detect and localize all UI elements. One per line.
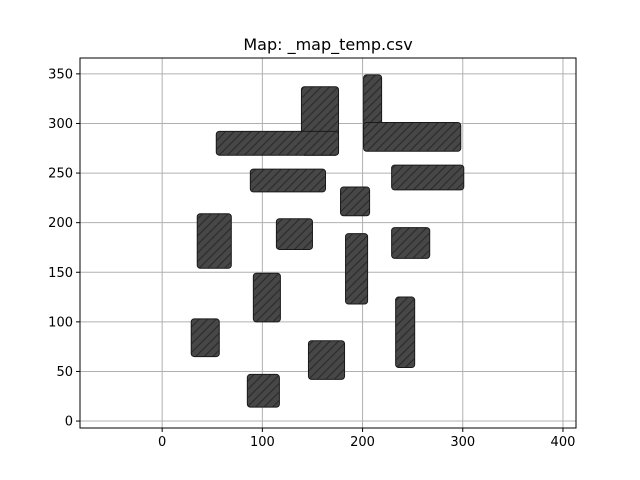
obstacle-block <box>215 130 340 156</box>
x-tick-label: 400 <box>551 435 576 450</box>
obstacles <box>190 74 465 408</box>
y-tick-label: 0 <box>65 415 73 430</box>
obstacle-block <box>275 218 313 250</box>
obstacle-block <box>363 121 462 152</box>
obstacle-block <box>246 373 280 408</box>
y-tick-label: 200 <box>48 216 73 231</box>
y-tick-label: 300 <box>48 117 73 132</box>
obstacle-block <box>190 318 220 358</box>
y-tick-label: 50 <box>56 365 73 380</box>
obstacle-block <box>391 227 431 259</box>
chart-title: Map: _map_temp.csv <box>243 35 412 55</box>
obstacle-block <box>307 340 346 380</box>
y-tick-label: 250 <box>48 167 73 182</box>
obstacle-block <box>252 272 281 323</box>
axes-frame <box>79 57 577 429</box>
obstacle-block <box>345 233 369 305</box>
obstacle-block <box>196 213 232 269</box>
x-tick-label: 300 <box>450 435 475 450</box>
x-tick-label: 100 <box>250 435 275 450</box>
y-tick-label: 100 <box>48 315 73 330</box>
obstacle-block <box>340 186 371 217</box>
obstacle-block <box>391 164 465 191</box>
x-tick-label: 0 <box>158 435 166 450</box>
axis-ticks: 0 100 200 300 400 0 50 100 150 200 250 300 350 <box>48 67 575 450</box>
obstacle-block <box>395 296 416 368</box>
obstacle-block <box>249 168 326 193</box>
x-tick-label: 200 <box>350 435 375 450</box>
grid <box>80 58 576 428</box>
y-tick-label: 350 <box>48 67 73 82</box>
y-tick-label: 150 <box>48 266 73 281</box>
